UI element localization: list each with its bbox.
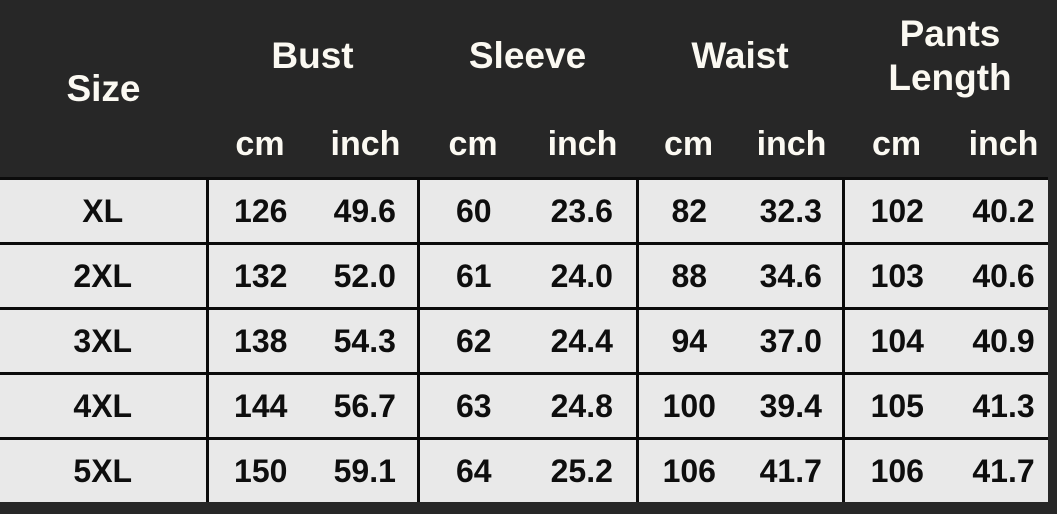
cell-waist-inch: 34.6: [740, 242, 844, 309]
cell-pants-cm: 102: [841, 177, 951, 244]
cell-bust-cm: 126: [205, 177, 313, 244]
cell-sleeve-cm: 64: [416, 437, 529, 502]
right-edge-strip: [1048, 0, 1057, 514]
cell-waist-inch: 41.7: [740, 437, 844, 502]
subheader-bust-inch: inch: [313, 112, 419, 179]
cell-sleeve-cm: 61: [416, 242, 529, 309]
cell-waist-inch: 37.0: [740, 307, 844, 374]
cell-sleeve-inch: 24.0: [528, 242, 638, 309]
table-row: 4XL 144 56.7 63 24.8 100 39.4 105 41.3: [0, 372, 1057, 439]
column-header-size: Size: [0, 0, 207, 179]
cell-sleeve-cm: 60: [416, 177, 529, 244]
table-header: Size Bust Sleeve Waist Pants Length cm i…: [0, 0, 1057, 179]
subheader-sleeve-cm: cm: [418, 112, 529, 179]
cell-pants-inch: 40.6: [950, 242, 1057, 309]
cell-bust-cm: 138: [205, 307, 313, 374]
cell-bust-cm: 144: [205, 372, 313, 439]
cell-pants-inch: 40.9: [950, 307, 1057, 374]
cell-bust-inch: 56.7: [313, 372, 419, 439]
cell-sleeve-cm: 62: [416, 307, 529, 374]
column-header-pants-length: Pants Length: [843, 0, 1057, 112]
cell-size: 5XL: [0, 437, 207, 502]
cell-bust-inch: 59.1: [313, 437, 419, 502]
cell-pants-cm: 104: [841, 307, 951, 374]
cell-waist-inch: 32.3: [740, 177, 844, 244]
cell-waist-cm: 106: [635, 437, 741, 502]
cell-waist-cm: 100: [635, 372, 741, 439]
cell-bust-cm: 150: [205, 437, 313, 502]
cell-sleeve-cm: 63: [416, 372, 529, 439]
cell-waist-cm: 94: [635, 307, 741, 374]
table-row: XL 126 49.6 60 23.6 82 32.3 102 40.2: [0, 177, 1057, 244]
cell-size: 4XL: [0, 372, 207, 439]
cell-size: XL: [0, 177, 207, 244]
column-header-waist: Waist: [637, 0, 844, 112]
cell-sleeve-inch: 23.6: [528, 177, 638, 244]
subheader-waist-cm: cm: [637, 112, 741, 179]
cell-waist-cm: 82: [635, 177, 741, 244]
table-row: 3XL 138 54.3 62 24.4 94 37.0 104 40.9: [0, 307, 1057, 374]
cell-bust-inch: 49.6: [313, 177, 419, 244]
cell-sleeve-inch: 24.4: [528, 307, 638, 374]
cell-waist-inch: 39.4: [740, 372, 844, 439]
size-chart-table: Size Bust Sleeve Waist Pants Length cm i…: [0, 0, 1057, 502]
column-header-bust: Bust: [207, 0, 419, 112]
column-header-sleeve: Sleeve: [418, 0, 638, 112]
cell-bust-inch: 54.3: [313, 307, 419, 374]
cell-pants-inch: 41.3: [950, 372, 1057, 439]
subheader-sleeve-inch: inch: [528, 112, 638, 179]
cell-pants-cm: 106: [841, 437, 951, 502]
cell-pants-cm: 105: [841, 372, 951, 439]
subheader-pants-cm: cm: [843, 112, 951, 179]
table-row: 5XL 150 59.1 64 25.2 106 41.7 106 41.7: [0, 437, 1057, 502]
cell-bust-cm: 132: [205, 242, 313, 309]
table-row: 2XL 132 52.0 61 24.0 88 34.6 103 40.6: [0, 242, 1057, 309]
cell-size: 2XL: [0, 242, 207, 309]
cell-pants-inch: 41.7: [950, 437, 1057, 502]
cell-waist-cm: 88: [635, 242, 741, 309]
cell-sleeve-inch: 24.8: [528, 372, 638, 439]
cell-pants-cm: 103: [841, 242, 951, 309]
subheader-waist-inch: inch: [740, 112, 844, 179]
subheader-pants-inch: inch: [950, 112, 1057, 179]
subheader-bust-cm: cm: [207, 112, 313, 179]
cell-bust-inch: 52.0: [313, 242, 419, 309]
cell-sleeve-inch: 25.2: [528, 437, 638, 502]
cell-size: 3XL: [0, 307, 207, 374]
table-body: XL 126 49.6 60 23.6 82 32.3 102 40.2 2XL…: [0, 177, 1057, 502]
cell-pants-inch: 40.2: [950, 177, 1057, 244]
